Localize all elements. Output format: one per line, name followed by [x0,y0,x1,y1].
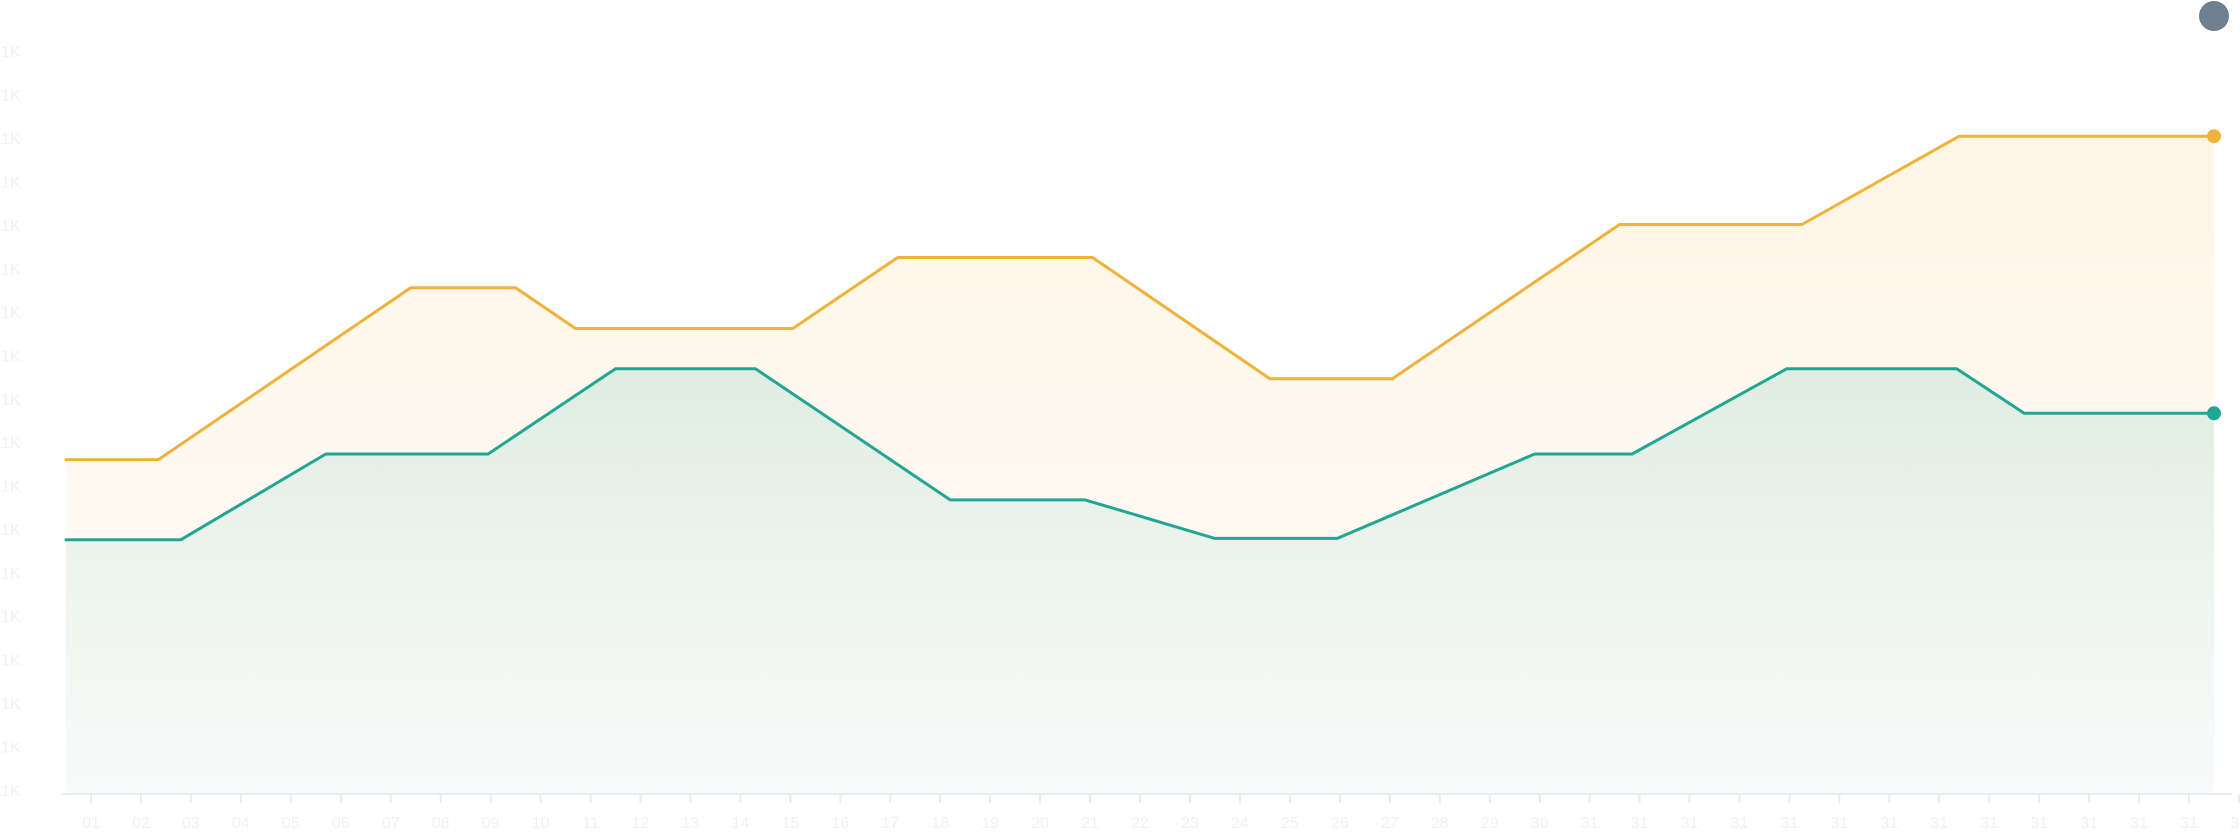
x-tick-label: 11 [582,815,599,832]
x-tick-label: 01 [82,815,100,832]
y-tick-label: 1K [1,479,21,496]
x-tick-label: 25 [1281,815,1299,832]
y-tick-label: 1K [1,696,21,713]
x-tick-label: 29 [1481,815,1499,832]
x-tick-label: 28 [1431,815,1449,832]
x-tick-label: 27 [1381,815,1399,832]
x-tick-label: 09 [482,815,500,832]
y-tick-label: 1K [1,435,21,452]
x-tick-label: 10 [532,815,550,832]
x-tick-label: 31 [2080,815,2098,832]
x-tick-label: 31 [2130,815,2148,832]
x-tick-label: 17 [881,815,899,832]
x-tick-label: 31 [1731,815,1749,832]
y-tick-label: 1K [1,609,21,626]
y-tick-label: 1K [1,783,21,800]
y-tick-label: 1K [1,305,21,322]
y-tick-label: 1K [1,348,21,365]
x-tick-label: 13 [682,815,700,832]
x-tick-label: 31 [1631,815,1649,832]
x-tick-label: 31 [2180,815,2198,832]
x-tick-label: 05 [282,815,300,832]
x-tick-label: 03 [182,815,200,832]
x-tick-label: 06 [332,815,350,832]
x-tick-label: 24 [1231,815,1249,832]
x-tick-label: 31 [1681,815,1699,832]
y-tick-label: 1K [1,522,21,539]
x-tick-label: 07 [382,815,400,832]
x-tick-label: 30 [1531,815,1549,832]
x-tick-label: 31 [1581,815,1599,832]
y-tick-label: 1K [1,87,21,104]
x-tick-label: 31 [1781,815,1799,832]
x-tick-label: 04 [232,815,250,832]
series-2-line [64,367,2216,542]
x-tick-label: 14 [731,815,749,832]
x-tick-label: 18 [931,815,949,832]
y-tick-label: 1K [1,653,21,670]
series-1-line [64,134,2216,462]
y-tick-label: 1K [1,261,21,278]
series-2-end-point [2207,406,2221,421]
x-tick-label: 31 [1930,815,1948,832]
y-tick-label: 1K [1,392,21,409]
hover-marker-handle[interactable] [2199,1,2229,31]
x-tick-label: 15 [781,815,799,832]
y-tick-label: 1K [1,566,21,583]
x-tick-label: 22 [1131,815,1149,832]
x-tick-label: 31 [1830,815,1848,832]
x-tick-label: 31 [2030,815,2048,832]
x-tick-label: 12 [632,815,650,832]
x-tick-label: 16 [831,815,849,832]
y-tick-label: 1K [1,131,21,148]
y-tick-label: 1K [1,740,21,757]
y-tick-label: 1K [1,218,21,235]
x-tick-label: 23 [1181,815,1199,832]
x-tick-label: 26 [1331,815,1349,832]
x-tick-label: 19 [981,815,999,832]
x-tick-label: 31 [1880,815,1898,832]
x-tick-label: 31 [1980,815,1998,832]
x-tick-label: 31 [2230,815,2240,832]
series-1-end-point [2207,129,2221,144]
series-2-area [66,368,2214,793]
x-tick-label: 21 [1081,815,1099,832]
x-tick-label: 02 [132,815,150,832]
y-tick-label: 1K [1,174,21,191]
x-tick-label: 08 [432,815,450,832]
x-tick-label: 20 [1031,815,1049,832]
y-tick-label: 1K [1,44,21,61]
